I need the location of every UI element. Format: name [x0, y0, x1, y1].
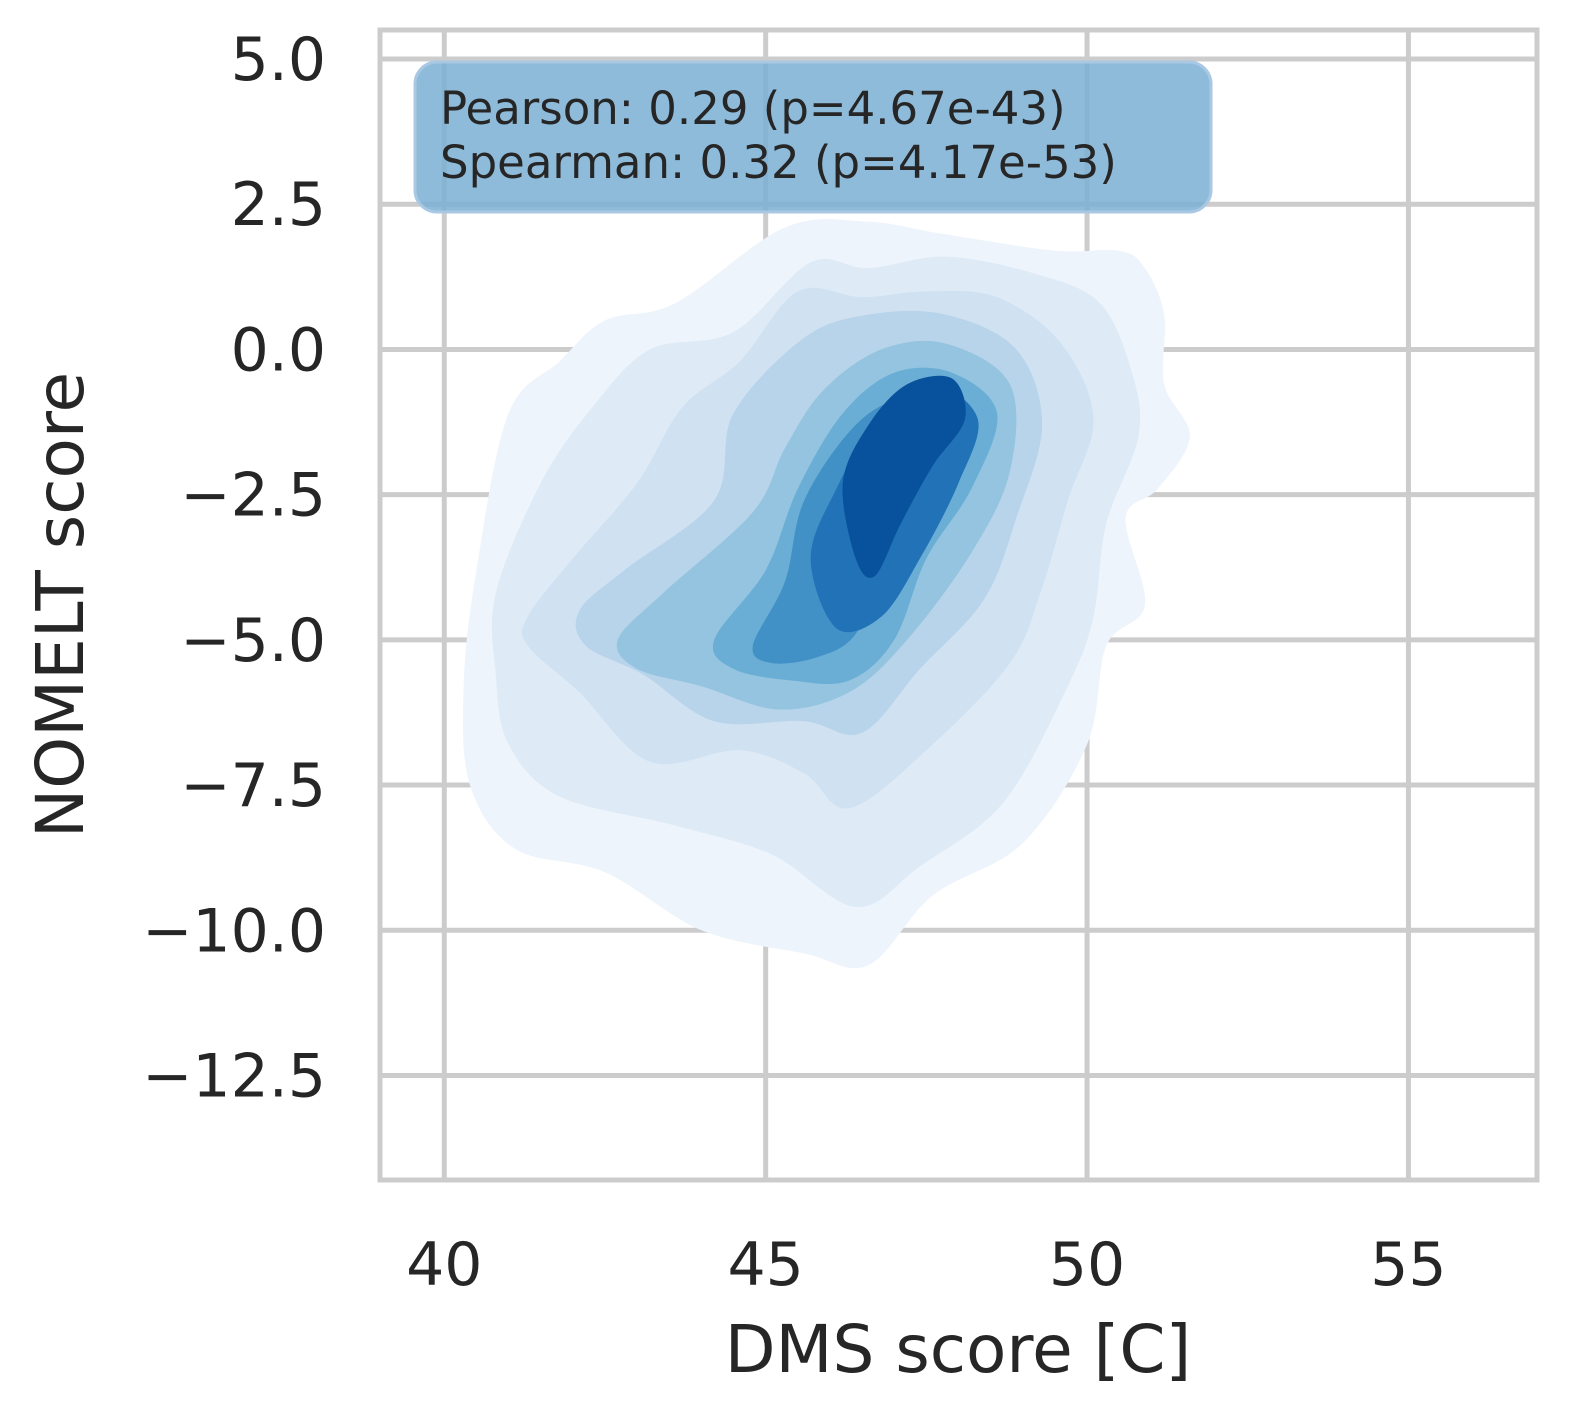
y-tick-label: −10.0 — [142, 896, 326, 966]
stats-box — [413, 60, 1213, 214]
x-tick-label: 50 — [1049, 1230, 1125, 1300]
y-tick-label: 2.5 — [231, 170, 326, 240]
y-tick-labels: 5.0 2.5 0.0 −2.5 −5.0 −7.5 −10.0 −12.5 — [142, 25, 326, 1111]
y-axis-label: NOMELT score — [22, 372, 99, 838]
y-tick-label: −12.5 — [142, 1041, 326, 1111]
pearson-text: Pearson: 0.29 (p=4.67e-43) — [440, 82, 1066, 135]
y-tick-label: −2.5 — [180, 461, 326, 531]
spearman-text: Spearman: 0.32 (p=4.17e-53) — [440, 136, 1117, 189]
plot-frame — [377, 27, 1540, 1183]
y-tick-label: 0.0 — [231, 315, 326, 385]
y-tick-label: −7.5 — [180, 751, 326, 821]
x-tick-label: 45 — [727, 1230, 803, 1300]
x-tick-label: 40 — [406, 1230, 482, 1300]
density-contours — [462, 219, 1190, 969]
x-tick-labels: 40 45 50 55 — [406, 1230, 1447, 1300]
y-tick-label: −5.0 — [180, 606, 326, 676]
x-axis-label: DMS score [C] — [725, 1311, 1192, 1388]
y-tick-label: 5.0 — [231, 25, 326, 95]
stats-annotation: Pearson: 0.29 (p=4.67e-43) Spearman: 0.3… — [413, 60, 1213, 214]
density-level-9 — [842, 375, 966, 578]
x-tick-label: 55 — [1370, 1230, 1446, 1300]
